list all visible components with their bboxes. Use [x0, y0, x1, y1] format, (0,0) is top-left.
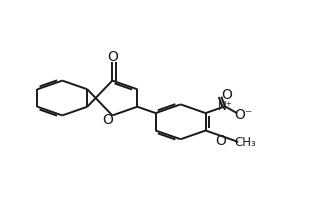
Text: O⁻: O⁻	[235, 108, 253, 122]
Text: O: O	[107, 50, 118, 64]
Text: O: O	[221, 88, 232, 102]
Text: N⁺: N⁺	[217, 100, 232, 113]
Text: CH₃: CH₃	[235, 136, 256, 149]
Text: O: O	[215, 134, 226, 148]
Text: O: O	[102, 113, 113, 127]
